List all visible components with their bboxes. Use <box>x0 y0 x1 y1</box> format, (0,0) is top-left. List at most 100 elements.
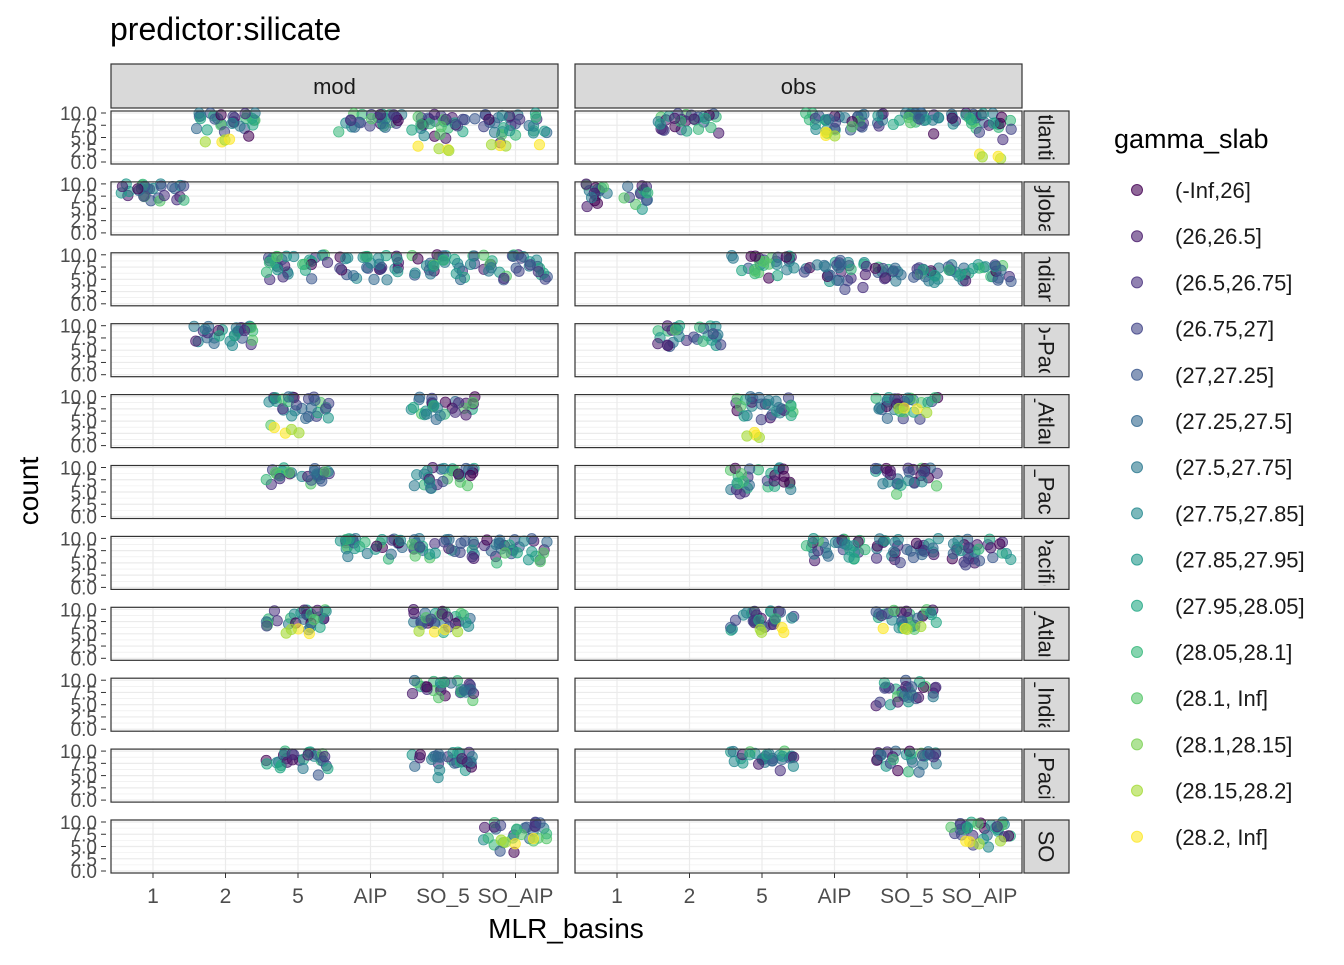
data-point <box>199 136 211 148</box>
data-point <box>912 112 924 124</box>
data-point <box>498 272 510 284</box>
legend-label: (28.2, Inf] <box>1175 825 1268 850</box>
x-tick-label: SO_5 <box>880 885 934 908</box>
data-point <box>371 540 383 552</box>
data-point <box>485 262 497 274</box>
data-point <box>773 401 785 414</box>
data-point <box>910 537 923 549</box>
data-point <box>877 622 889 635</box>
data-point <box>874 696 886 708</box>
data-point <box>749 265 761 277</box>
data-point <box>892 696 904 708</box>
data-point <box>429 547 441 559</box>
data-point <box>833 274 845 287</box>
data-point <box>226 339 239 352</box>
y-tick-label: 0.0 <box>71 295 97 316</box>
data-point <box>511 823 523 835</box>
data-point <box>977 108 989 120</box>
row-strip-label: globa <box>1034 181 1059 236</box>
data-point <box>274 473 286 485</box>
data-point <box>874 533 886 545</box>
data-point <box>744 463 756 475</box>
data-point <box>887 753 899 766</box>
y-tick-label: 10.0 <box>60 600 97 621</box>
data-point <box>432 751 444 763</box>
y-tick-label: 2.5 <box>71 850 97 871</box>
data-point <box>465 684 477 696</box>
data-point <box>268 421 280 434</box>
legend-label: (27.25,27.5] <box>1175 409 1292 434</box>
data-point <box>428 399 440 411</box>
data-point <box>438 676 450 688</box>
data-point <box>436 608 448 620</box>
data-point <box>429 538 441 550</box>
data-point <box>132 183 144 195</box>
y-tick-label: 0.0 <box>71 437 97 458</box>
data-point <box>158 189 170 202</box>
data-point <box>894 557 906 569</box>
y-tick-label: 10.0 <box>60 388 97 409</box>
data-point <box>752 758 765 770</box>
legend-key <box>1131 646 1143 658</box>
legend-key <box>1131 461 1143 474</box>
data-point <box>425 613 437 625</box>
data-point <box>927 691 939 703</box>
row-strip-label: tlanti <box>1034 114 1059 160</box>
data-point <box>409 267 421 279</box>
data-point <box>918 466 930 479</box>
data-point <box>771 270 784 282</box>
data-point <box>246 334 259 346</box>
data-point <box>943 264 955 276</box>
legend-key <box>1131 507 1143 520</box>
y-tick-label: 7.5 <box>71 187 97 208</box>
data-point <box>873 403 885 415</box>
data-point <box>907 551 920 564</box>
data-point <box>888 546 900 558</box>
data-point <box>756 626 768 638</box>
row-strip <box>1023 606 1070 661</box>
x-tick-label: 5 <box>756 885 768 908</box>
data-point <box>412 253 424 265</box>
data-point <box>630 198 642 210</box>
data-point <box>190 335 202 347</box>
data-point <box>877 478 889 490</box>
y-tick-label: 2.5 <box>71 566 97 587</box>
data-point <box>892 765 904 777</box>
data-point <box>188 320 200 332</box>
data-point <box>359 536 371 548</box>
data-point <box>921 406 933 419</box>
data-point <box>202 320 215 333</box>
data-point <box>286 410 298 422</box>
y-tick-label: 5.0 <box>71 129 97 150</box>
data-point <box>223 133 236 145</box>
data-point <box>394 534 407 546</box>
data-point <box>669 112 681 124</box>
data-point <box>911 268 923 281</box>
data-point <box>527 127 540 139</box>
data-point <box>539 273 551 285</box>
data-point <box>1005 553 1017 566</box>
legend-label: (26.75,27] <box>1175 317 1274 342</box>
data-point <box>846 121 858 133</box>
data-point <box>514 113 526 125</box>
data-point <box>428 108 440 120</box>
x-tick-label: SO_5 <box>416 885 470 908</box>
data-point <box>340 253 352 265</box>
y-tick-label: 5.0 <box>71 341 97 362</box>
data-point <box>654 118 666 130</box>
data-point <box>869 262 881 274</box>
y-tick-label: 7.5 <box>71 471 97 492</box>
data-point <box>268 605 281 617</box>
row-strip-label: _Pacif <box>1034 744 1059 807</box>
data-point <box>488 126 501 138</box>
data-point <box>271 250 283 263</box>
data-point <box>902 392 914 404</box>
y-tick-label: 10.0 <box>60 175 97 196</box>
data-point <box>434 128 446 140</box>
data-point <box>494 845 506 857</box>
data-point <box>807 533 820 545</box>
data-point <box>213 330 225 342</box>
data-point <box>737 609 749 621</box>
data-point <box>243 130 255 142</box>
row-strip-label: SO <box>1034 831 1059 863</box>
